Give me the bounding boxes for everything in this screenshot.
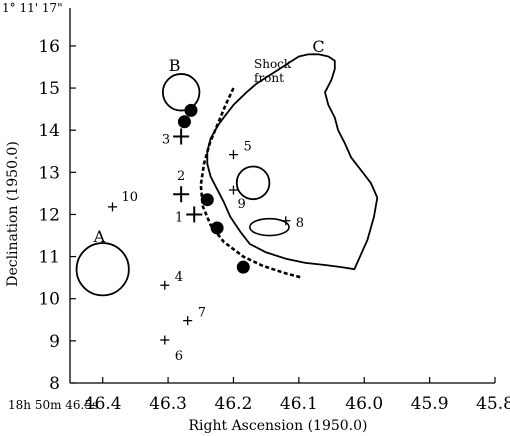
x-tick-label-2: 46.2	[215, 394, 253, 414]
source-label-3: 3	[162, 133, 170, 148]
source-label-2: 2	[177, 169, 185, 184]
filled-circle-0	[184, 103, 198, 117]
shock-front-label-line2: front	[254, 71, 284, 85]
y-tick-label-0: 8	[49, 374, 60, 394]
x-tick-label-4: 46.0	[345, 394, 383, 414]
y-tick-label-4: 12	[38, 205, 60, 225]
y-tick-label-8: 16	[38, 37, 60, 57]
source-label-6: 6	[175, 349, 183, 364]
source-label-1: 1	[175, 210, 183, 225]
source-label-10: 10	[122, 190, 139, 205]
source-label-4: 4	[175, 270, 183, 285]
y-axis-title: Declination (1950.0)	[5, 141, 21, 287]
ra-origin-label: 18h 50m 46.5s	[8, 398, 98, 412]
source-label-5: 5	[243, 140, 251, 155]
plot-frame	[69, 8, 495, 384]
shock-front-label-line1: Shock	[254, 57, 292, 71]
region-label-a: A	[93, 227, 106, 246]
x-axis: 46.4 46.3 46.2 46.1 46.0 45.9 45.8	[84, 377, 510, 414]
y-tick-label-5: 13	[38, 163, 60, 183]
source-label-7: 7	[198, 306, 206, 321]
x-axis-title: Right Ascension (1950.0)	[189, 418, 368, 434]
y-tick-label-3: 11	[38, 248, 60, 268]
region-label-c: C	[312, 37, 324, 56]
open-circle-2	[235, 165, 271, 201]
shock-front-line	[199, 87, 303, 279]
y-tick-label-2: 10	[38, 290, 60, 310]
filled-circle-2	[200, 193, 214, 207]
y-tick-label-7: 15	[38, 79, 60, 99]
open-ellipse	[249, 217, 290, 237]
x-tick-label-5: 45.9	[411, 394, 449, 414]
y-axis: 8 9 10 11 12 13 14 15 16	[38, 37, 76, 394]
filled-circle-3	[210, 221, 224, 235]
x-tick-label-0: 46.4	[84, 394, 122, 414]
x-tick-label-1: 46.3	[149, 394, 187, 414]
plot-marks: 1 2 3 4 5 6 7 8 9 10 A B C	[75, 37, 379, 364]
filled-circle-1	[177, 115, 191, 129]
open-circle-1	[161, 73, 201, 112]
filled-circle-4	[236, 260, 250, 274]
x-tick-label-3: 46.1	[280, 394, 318, 414]
source-label-9: 9	[237, 197, 245, 212]
region-label-b: B	[169, 56, 181, 75]
x-tick-label-6: 45.8	[476, 394, 510, 414]
y-tick-label-1: 9	[49, 332, 60, 352]
dec-origin-label: 1° 11' 17"	[2, 1, 63, 15]
open-circle-0	[75, 242, 130, 297]
source-label-8: 8	[296, 216, 304, 231]
y-tick-label-6: 14	[38, 121, 60, 141]
cloud-c-outline	[206, 53, 379, 271]
